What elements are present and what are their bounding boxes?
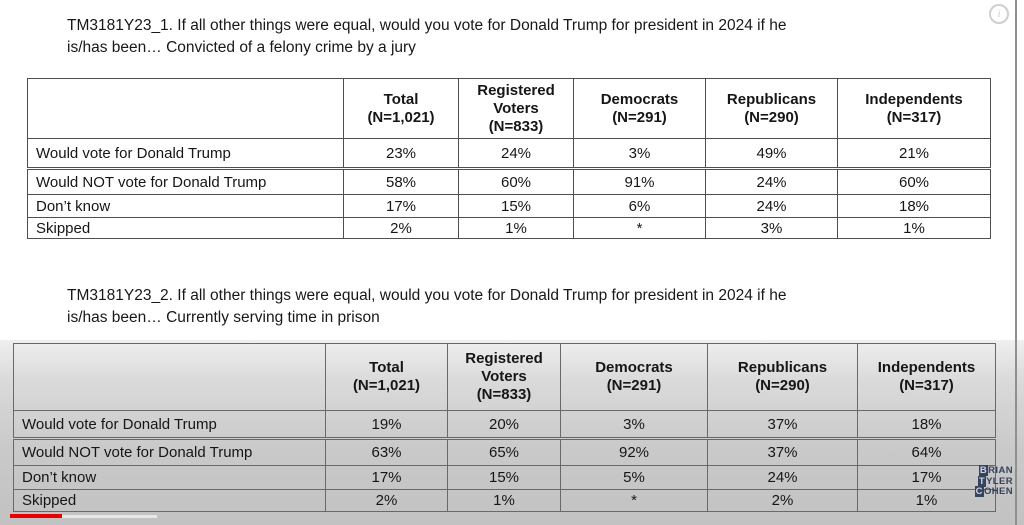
table-row: Would NOT vote for Donald Trump 58% 60% … (27, 168, 991, 195)
cell-value: 3% (560, 410, 708, 440)
table-row: Would vote for Donald Trump 19% 20% 3% 3… (13, 410, 996, 440)
cell-value: 24% (707, 465, 858, 490)
cell-value: 15% (447, 465, 561, 490)
question-title-1-line-2: is/has been… Convicted of a felony crime… (67, 38, 416, 56)
cell-value: 49% (705, 138, 838, 170)
question-title-2-line-2: is/has been… Currently serving time in p… (67, 308, 380, 326)
column-header-independents: Independents (N=317) (837, 78, 991, 139)
cell-value: 17% (857, 465, 996, 490)
row-label: Skipped (27, 217, 344, 239)
cell-value: 6% (573, 194, 706, 218)
brian-tyler-cohen-logo: BRIAN TYLER COHEN (975, 465, 1013, 498)
watermark-line: TYLER (978, 475, 1013, 487)
cell-value: 19% (325, 410, 448, 440)
cell-value: 37% (707, 410, 858, 440)
cell-value: * (573, 217, 706, 239)
cell-value: 1% (458, 217, 574, 239)
question-title-2-line-1: TM3181Y23_2. If all other things were eq… (67, 287, 787, 304)
watermark-line: COHEN (975, 486, 1013, 497)
cell-value: 24% (705, 194, 838, 218)
info-icon[interactable]: i (989, 4, 1009, 24)
row-label: Would NOT vote for Donald Trump (27, 168, 344, 195)
cell-value: 2% (325, 489, 448, 512)
cell-value: 60% (458, 168, 574, 195)
cell-value: 17% (325, 465, 448, 490)
cell-value: 18% (857, 410, 996, 440)
cell-value: 2% (707, 489, 858, 512)
watermark-line: BRIAN (979, 465, 1013, 476)
row-label: Don’t know (27, 194, 344, 218)
cell-value: 1% (837, 217, 991, 239)
felony-conviction-table: Total (N=1,021) Registered Voters (N=833… (27, 78, 991, 239)
column-header-total: Total (N=1,021) (325, 343, 448, 411)
cell-value: * (560, 489, 708, 512)
page-right-edge-rule (1015, 0, 1017, 525)
row-label: Would NOT vote for Donald Trump (13, 438, 326, 466)
cell-value: 21% (837, 138, 991, 170)
video-progress-bar-buffered[interactable] (62, 515, 157, 518)
table-row: Skipped 2% 1% * 2% 1% (13, 489, 996, 512)
column-header-republicans: Republicans (N=290) (705, 78, 838, 139)
cell-value: 65% (447, 438, 561, 466)
cell-value: 3% (573, 138, 706, 170)
table-row: Would NOT vote for Donald Trump 63% 65% … (13, 438, 996, 466)
cell-value: 23% (343, 138, 459, 170)
cell-value: 60% (837, 168, 991, 195)
table-header-row: Total (N=1,021) Registered Voters (N=833… (27, 78, 991, 139)
column-header-registered-voters: Registered Voters (N=833) (447, 343, 561, 411)
cell-value: 92% (560, 438, 708, 466)
cell-value: 58% (343, 168, 459, 195)
cell-value: 91% (573, 168, 706, 195)
row-label: Would vote for Donald Trump (27, 138, 344, 170)
cell-value: 20% (447, 410, 561, 440)
cell-value: 3% (705, 217, 838, 239)
question-title-2: TM3181Y23_2. If all other things were eq… (67, 285, 982, 328)
column-header-independents: Independents (N=317) (857, 343, 996, 411)
column-header-total: Total (N=1,021) (343, 78, 459, 139)
row-label: Skipped (13, 489, 326, 512)
table-row: Don’t know 17% 15% 5% 24% 17% (13, 465, 996, 490)
table-row: Skipped 2% 1% * 3% 1% (27, 217, 991, 239)
cell-value: 1% (447, 489, 561, 512)
table-header-row: Total (N=1,021) Registered Voters (N=833… (13, 343, 996, 411)
column-header-republicans: Republicans (N=290) (707, 343, 858, 411)
cell-value: 64% (857, 438, 996, 466)
table-row: Don’t know 17% 15% 6% 24% 18% (27, 194, 991, 218)
column-header-democrats: Democrats (N=291) (560, 343, 708, 411)
row-label: Would vote for Donald Trump (13, 410, 326, 440)
video-progress-bar-played[interactable] (10, 514, 62, 518)
table-row: Would vote for Donald Trump 23% 24% 3% 4… (27, 138, 991, 170)
column-header-blank (13, 343, 326, 411)
cell-value: 17% (343, 194, 459, 218)
question-title-1-line-1: TM3181Y23_1. If all other things were eq… (67, 17, 787, 34)
row-label: Don’t know (13, 465, 326, 490)
cell-value: 5% (560, 465, 708, 490)
serving-prison-table: Total (N=1,021) Registered Voters (N=833… (13, 343, 996, 512)
question-title-1: TM3181Y23_1. If all other things were eq… (67, 15, 982, 58)
cell-value: 2% (343, 217, 459, 239)
cell-value: 24% (705, 168, 838, 195)
cell-value: 24% (458, 138, 574, 170)
cell-value: 37% (707, 438, 858, 466)
cell-value: 63% (325, 438, 448, 466)
cell-value: 1% (857, 489, 996, 512)
column-header-democrats: Democrats (N=291) (573, 78, 706, 139)
cell-value: 15% (458, 194, 574, 218)
cell-value: 18% (837, 194, 991, 218)
column-header-blank (27, 78, 344, 139)
column-header-registered-voters: Registered Voters (N=833) (458, 78, 574, 139)
